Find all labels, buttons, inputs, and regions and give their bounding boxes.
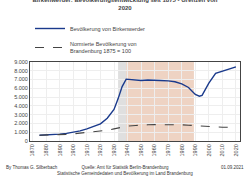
svg-text:Birkenwerder: Bevölkerungsentw: Birkenwerder: Bevölkerungsentwicklung se… <box>32 0 217 11</box>
svg-text:1900: 1900 <box>70 144 76 156</box>
svg-text:1950: 1950 <box>138 144 144 156</box>
svg-text:1970: 1970 <box>165 144 171 156</box>
svg-text:Quelle: Amt für Statistik Berl: Quelle: Amt für Statistik Berlin-Branden… <box>57 165 193 176</box>
svg-text:Normierte Bevölkerung vonBrand: Normierte Bevölkerung vonBrandenburg 187… <box>70 41 137 54</box>
svg-text:8.000: 8.000 <box>14 68 28 74</box>
svg-text:1980: 1980 <box>179 144 185 156</box>
svg-text:1870: 1870 <box>29 144 35 156</box>
svg-text:4.000: 4.000 <box>14 103 28 109</box>
svg-text:1940: 1940 <box>124 144 130 156</box>
svg-text:1890: 1890 <box>57 144 63 156</box>
svg-text:5.000: 5.000 <box>14 94 28 100</box>
svg-text:3.000: 3.000 <box>14 112 28 118</box>
svg-text:7.000: 7.000 <box>14 76 28 82</box>
svg-text:9.000: 9.000 <box>14 59 28 65</box>
svg-text:2.000: 2.000 <box>14 120 28 126</box>
svg-text:2010: 2010 <box>219 144 225 156</box>
svg-text:1960: 1960 <box>151 144 157 156</box>
svg-text:2020: 2020 <box>233 144 239 156</box>
svg-text:1930: 1930 <box>111 144 117 156</box>
svg-text:1920: 1920 <box>97 144 103 156</box>
svg-text:Bevölkerung von Birkenwerder: Bevölkerung von Birkenwerder <box>70 26 145 32</box>
svg-text:1.000: 1.000 <box>14 129 28 135</box>
svg-text:0: 0 <box>25 138 28 144</box>
svg-text:By Thomas G. Silberbach: By Thomas G. Silberbach <box>6 165 58 170</box>
svg-text:01.09.2021: 01.09.2021 <box>221 165 244 170</box>
svg-text:1990: 1990 <box>192 144 198 156</box>
svg-text:1880: 1880 <box>43 144 49 156</box>
svg-text:6.000: 6.000 <box>14 85 28 91</box>
svg-text:2000: 2000 <box>206 144 212 156</box>
svg-text:1910: 1910 <box>84 144 90 156</box>
